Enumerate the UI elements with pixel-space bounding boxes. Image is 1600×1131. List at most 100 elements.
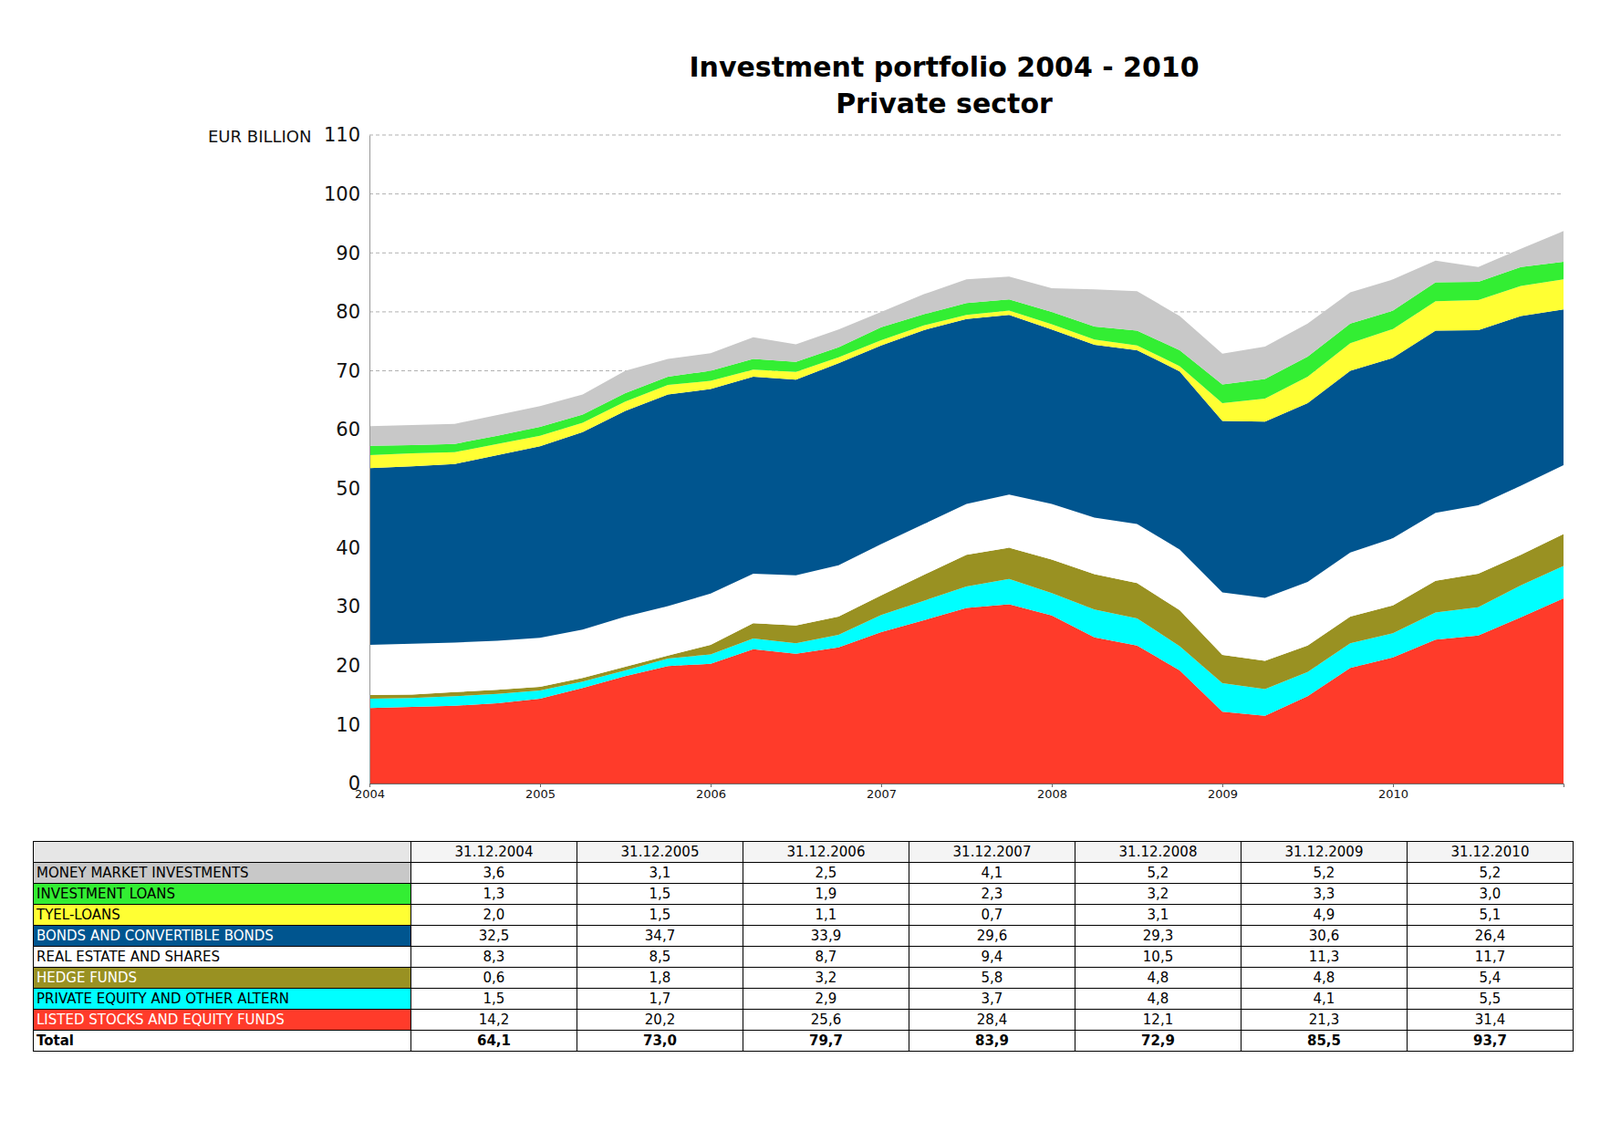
table-cell: 5,8 — [909, 967, 1076, 989]
x-tick: 2007 — [866, 783, 897, 801]
x-tick: 2010 — [1378, 783, 1409, 801]
table-cell: 3,2 — [1075, 883, 1242, 905]
grid-line — [369, 252, 1564, 254]
table-column-header: 31.12.2007 — [909, 841, 1076, 863]
x-tick: 2005 — [525, 783, 556, 801]
table-cell: 1,5 — [577, 883, 744, 905]
table-column-header: 31.12.2006 — [743, 841, 910, 863]
table-total-cell: 83,9 — [909, 1030, 1076, 1052]
chart-svg: 0102030405060708090100110200420052006200… — [0, 0, 1600, 835]
y-tick: 70 — [335, 360, 370, 383]
y-axis-line — [369, 135, 371, 785]
table-cell: 32,5 — [411, 925, 578, 947]
y-tick-label: 70 — [335, 360, 361, 383]
y-tick: 90 — [335, 241, 370, 264]
table-row-label: MONEY MARKET INVESTMENTS — [33, 862, 412, 884]
x-tick: 2004 — [354, 783, 385, 801]
table-cell: 3,6 — [411, 862, 578, 884]
table-row-label: PRIVATE EQUITY AND OTHER ALTERN — [33, 988, 412, 1010]
table-cell: 31,4 — [1407, 1009, 1574, 1031]
table-total-cell: 73,0 — [577, 1030, 744, 1052]
table-total-cell: 72,9 — [1075, 1030, 1242, 1052]
y-tick-label: 110 — [323, 124, 361, 146]
x-tick-label: 2010 — [1378, 787, 1409, 801]
title: Investment portfolio 2004 - 2010 — [688, 51, 1199, 84]
table-cell: 30,6 — [1241, 925, 1408, 947]
x-tick-label: 2008 — [1037, 787, 1068, 801]
y-tick-label: 100 — [323, 183, 361, 206]
table-cell: 1,9 — [743, 883, 910, 905]
table-row: PRIVATE EQUITY AND OTHER ALTERN1,51,72,9… — [33, 988, 1574, 1010]
y-tick: 110 — [323, 124, 370, 146]
table-total-label: Total — [33, 1030, 412, 1052]
table-column-header: 31.12.2005 — [577, 841, 744, 863]
table-total-row: Total64,173,079,783,972,985,593,7 — [33, 1030, 1574, 1052]
table-row-label: HEDGE FUNDS — [33, 967, 412, 989]
table-cell: 5,4 — [1407, 967, 1574, 989]
table-total-cell: 64,1 — [411, 1030, 578, 1052]
table-cell: 3,0 — [1407, 883, 1574, 905]
subtitle: Private sector — [835, 87, 1053, 120]
table-cell: 3,7 — [909, 988, 1076, 1010]
x-tick-label: 2007 — [866, 787, 897, 801]
y-tick: 50 — [335, 477, 370, 500]
table-cell: 9,4 — [909, 946, 1076, 968]
y-tick: 100 — [323, 183, 370, 206]
table-cell: 8,5 — [577, 946, 744, 968]
table-cell: 2,0 — [411, 904, 578, 926]
table-cell: 26,4 — [1407, 925, 1574, 947]
table-cell: 11,7 — [1407, 946, 1574, 968]
table-cell: 5,5 — [1407, 988, 1574, 1010]
table-column-header: 31.12.2004 — [411, 841, 578, 863]
table-row-label: BONDS AND CONVERTIBLE BONDS — [33, 925, 412, 947]
x-tick-label: 2006 — [696, 787, 727, 801]
table-cell: 3,1 — [1075, 904, 1242, 926]
table-cell: 29,3 — [1075, 925, 1242, 947]
y-tick-label: 20 — [335, 654, 361, 677]
table-cell: 14,2 — [411, 1009, 578, 1031]
table-row-label: TYEL-LOANS — [33, 904, 412, 926]
y-tick-label: 10 — [335, 714, 361, 737]
table-row: TYEL-LOANS2,01,51,10,73,14,95,1 — [33, 904, 1574, 926]
table-cell: 4,8 — [1241, 967, 1408, 989]
table-cell: 4,8 — [1075, 988, 1242, 1010]
table-cell: 33,9 — [743, 925, 910, 947]
table-column-header: 31.12.2010 — [1407, 841, 1574, 863]
table-row: LISTED STOCKS AND EQUITY FUNDS14,220,225… — [33, 1009, 1574, 1031]
y-axis-title: EUR BILLION — [207, 126, 312, 146]
table-row: REAL ESTATE AND SHARES8,38,58,79,410,511… — [33, 946, 1574, 968]
table-cell: 4,1 — [1241, 988, 1408, 1010]
table-cell: 12,1 — [1075, 1009, 1242, 1031]
table-row-label: REAL ESTATE AND SHARES — [33, 946, 412, 968]
table-column-header: 31.12.2009 — [1241, 841, 1408, 863]
plot-area — [369, 230, 1564, 784]
y-tick: 20 — [335, 654, 370, 677]
y-tick-label: 50 — [335, 477, 361, 500]
table-cell: 28,4 — [909, 1009, 1076, 1031]
table-cell: 3,2 — [743, 967, 910, 989]
table-cell: 1,3 — [411, 883, 578, 905]
table-cell: 5,1 — [1407, 904, 1574, 926]
table-cell: 0,7 — [909, 904, 1076, 926]
grid — [369, 135, 1564, 784]
y-tick-label: 90 — [335, 241, 361, 264]
table-cell: 8,7 — [743, 946, 910, 968]
y-tick-label: 30 — [335, 595, 361, 618]
x-tick: 2006 — [696, 783, 727, 801]
x-axis: 2004200520062007200820092010 — [354, 783, 1565, 801]
table-row-label: INVESTMENT LOANS — [33, 883, 412, 905]
table-cell: 20,2 — [577, 1009, 744, 1031]
y-axis: 0102030405060708090100110 — [323, 124, 371, 795]
grid-line — [369, 135, 1564, 136]
y-tick-label: 60 — [335, 418, 361, 441]
y-tick-label: 80 — [335, 301, 361, 323]
x-tick: 2008 — [1037, 783, 1068, 801]
table-cell: 2,9 — [743, 988, 910, 1010]
table-cell: 25,6 — [743, 1009, 910, 1031]
table-cell: 5,2 — [1075, 862, 1242, 884]
y-tick: 40 — [335, 537, 370, 560]
table-cell: 0,6 — [411, 967, 578, 989]
y-tick: 30 — [335, 595, 370, 618]
table-cell: 3,3 — [1241, 883, 1408, 905]
x-tick-label: 2004 — [354, 787, 385, 801]
